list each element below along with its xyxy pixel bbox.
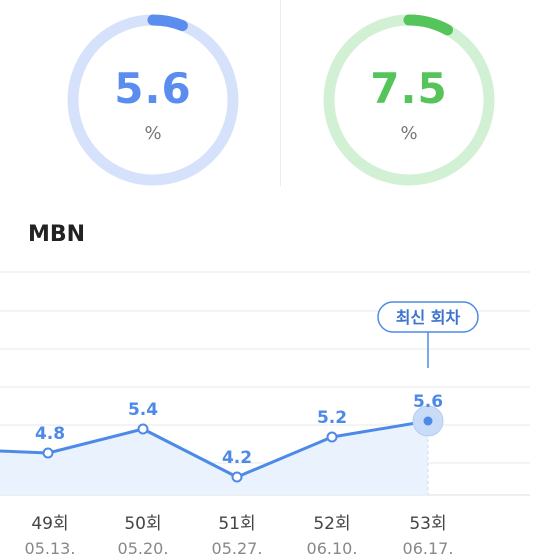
x-tick-date: 05.27. bbox=[212, 539, 263, 558]
data-label: 4.2 bbox=[222, 448, 252, 468]
gauge-progress bbox=[323, 14, 495, 186]
x-tick-label: 49회 bbox=[31, 514, 68, 534]
gauge-value: 5.6 bbox=[114, 64, 192, 113]
data-point bbox=[231, 471, 243, 483]
data-label: 5.2 bbox=[317, 408, 347, 428]
latest-badge bbox=[377, 301, 479, 333]
gauge-ring bbox=[67, 14, 239, 186]
gauge-value: 7.5 bbox=[370, 64, 448, 113]
data-point bbox=[137, 423, 149, 435]
latest-badge-label: 최신 회차 bbox=[396, 308, 461, 327]
data-point bbox=[326, 431, 338, 443]
x-tick-date: 06.17. bbox=[403, 539, 454, 558]
ratings-gauges: 5.6 % 7.5 % bbox=[0, 0, 560, 190]
divider bbox=[280, 0, 281, 186]
x-tick-label: 50회 bbox=[124, 514, 161, 534]
rating-gauge-blue: 5.6 % bbox=[63, 10, 243, 190]
data-point bbox=[42, 447, 54, 459]
x-tick-date: 05.13. bbox=[25, 539, 76, 558]
x-tick-date: 06.10. bbox=[307, 539, 358, 558]
x-tick-date: 05.20. bbox=[118, 539, 169, 558]
section-title: MBN bbox=[28, 222, 86, 247]
gauge-unit: % bbox=[400, 123, 418, 144]
gauge-ring bbox=[323, 14, 495, 186]
x-tick-label: 53회 bbox=[409, 514, 446, 534]
gauge-unit: % bbox=[144, 123, 162, 144]
series-line bbox=[0, 419, 429, 479]
data-label: 4.8 bbox=[35, 424, 65, 444]
rating-gauge-green: 7.5 % bbox=[319, 10, 499, 190]
x-tick-label: 51회 bbox=[218, 514, 255, 534]
x-tick-label: 52회 bbox=[313, 514, 350, 534]
data-label: 5.4 bbox=[128, 400, 158, 420]
data-point bbox=[423, 416, 433, 426]
data-label: 5.6 bbox=[413, 392, 443, 412]
gauge-progress bbox=[67, 14, 239, 186]
